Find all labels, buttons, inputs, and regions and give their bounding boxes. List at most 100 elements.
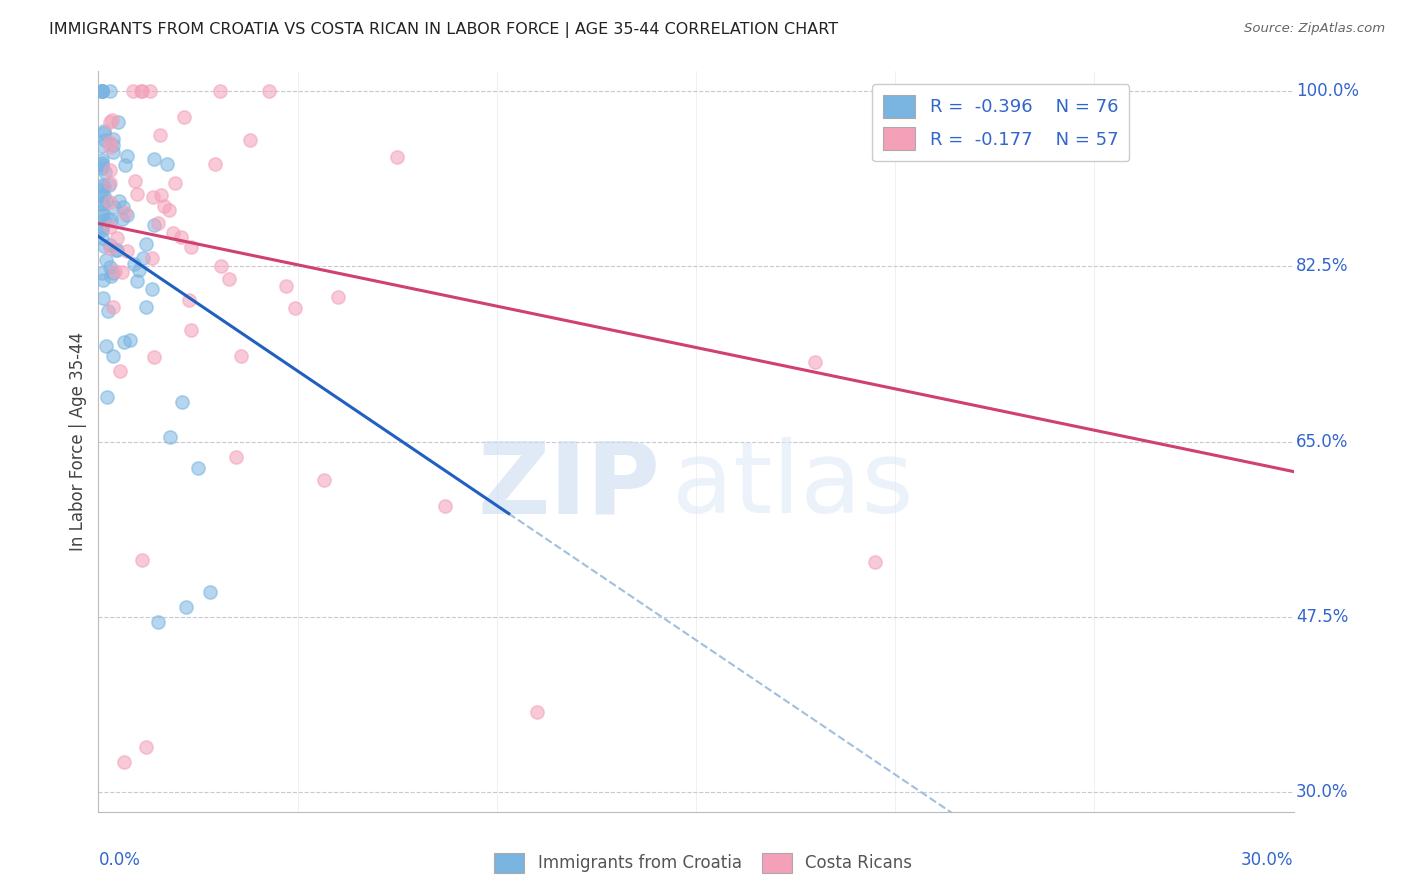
Point xyxy=(93,179,115,194)
Point xyxy=(91,161,114,175)
Text: 0.0%: 0.0% xyxy=(98,851,141,869)
Point xyxy=(91,156,114,170)
Point xyxy=(865,554,887,568)
Point xyxy=(131,553,153,567)
Point xyxy=(139,84,162,98)
Point xyxy=(101,300,124,314)
Point xyxy=(124,257,146,271)
Point xyxy=(91,84,114,98)
Point xyxy=(105,243,128,257)
Point xyxy=(93,212,115,227)
Point xyxy=(93,189,115,203)
Point xyxy=(98,194,122,209)
Point xyxy=(124,174,146,188)
Point xyxy=(93,165,115,179)
Legend: Immigrants from Croatia, Costa Ricans: Immigrants from Croatia, Costa Ricans xyxy=(488,847,918,880)
Point xyxy=(274,278,297,293)
Point xyxy=(328,290,350,304)
Point xyxy=(100,269,122,284)
Point xyxy=(135,739,157,754)
Point xyxy=(93,126,115,140)
Point xyxy=(135,237,157,252)
Point xyxy=(143,152,166,166)
Point xyxy=(526,705,548,719)
Point xyxy=(115,244,138,258)
Point xyxy=(104,243,127,257)
Point xyxy=(91,84,114,98)
Point xyxy=(91,84,114,98)
Point xyxy=(103,137,125,152)
Point xyxy=(314,473,336,487)
Point xyxy=(101,113,124,128)
Point xyxy=(385,150,408,164)
Point xyxy=(804,354,827,368)
Point xyxy=(239,133,262,147)
Point xyxy=(115,208,138,222)
Point xyxy=(101,132,124,146)
Point xyxy=(131,84,153,98)
Point xyxy=(91,207,114,221)
Point xyxy=(135,300,157,314)
Point xyxy=(98,260,121,274)
Point xyxy=(180,240,202,254)
Point xyxy=(284,301,307,315)
Point xyxy=(157,202,180,217)
Text: 30.0%: 30.0% xyxy=(1296,782,1348,801)
Point xyxy=(146,216,169,230)
Point xyxy=(91,220,114,235)
Point xyxy=(105,231,128,245)
Point xyxy=(170,229,193,244)
Point xyxy=(91,231,114,245)
Point xyxy=(114,206,136,220)
Text: atlas: atlas xyxy=(672,437,914,534)
Point xyxy=(152,199,174,213)
Point xyxy=(143,350,166,364)
Point xyxy=(198,584,221,599)
Point xyxy=(93,124,115,138)
Point xyxy=(91,84,114,98)
Point xyxy=(91,205,114,219)
Point xyxy=(101,266,124,280)
Point xyxy=(128,263,150,277)
Point xyxy=(209,259,232,273)
Point xyxy=(94,253,117,268)
Point xyxy=(229,349,252,363)
Point xyxy=(91,197,114,211)
Point xyxy=(93,273,115,287)
Text: 100.0%: 100.0% xyxy=(1296,82,1360,101)
Point xyxy=(162,227,184,241)
Point xyxy=(225,450,247,465)
Point xyxy=(111,212,134,227)
Point xyxy=(112,334,135,349)
Point xyxy=(141,282,163,296)
Point xyxy=(96,390,118,404)
Point xyxy=(91,188,114,202)
Point xyxy=(204,157,226,171)
Text: 47.5%: 47.5% xyxy=(1296,607,1348,625)
Point xyxy=(91,291,114,305)
Text: IMMIGRANTS FROM CROATIA VS COSTA RICAN IN LABOR FORCE | AGE 35-44 CORRELATION CH: IMMIGRANTS FROM CROATIA VS COSTA RICAN I… xyxy=(49,22,838,38)
Text: Source: ZipAtlas.com: Source: ZipAtlas.com xyxy=(1244,22,1385,36)
Point xyxy=(91,219,114,233)
Point xyxy=(257,84,280,98)
Point xyxy=(98,140,122,154)
Point xyxy=(91,153,114,167)
Point xyxy=(112,755,135,769)
Point xyxy=(91,197,114,211)
Point xyxy=(165,177,187,191)
Point xyxy=(149,188,172,202)
Point xyxy=(91,158,114,172)
Point xyxy=(100,213,122,227)
Point xyxy=(111,265,134,279)
Point xyxy=(187,461,209,475)
Point xyxy=(114,158,136,172)
Point xyxy=(108,194,131,209)
Point xyxy=(209,84,232,98)
Y-axis label: In Labor Force | Age 35-44: In Labor Force | Age 35-44 xyxy=(69,332,87,551)
Point xyxy=(110,364,132,378)
Point xyxy=(115,149,138,163)
Point xyxy=(174,599,197,614)
Point xyxy=(98,220,122,235)
Point xyxy=(125,274,148,288)
Point xyxy=(97,304,120,318)
